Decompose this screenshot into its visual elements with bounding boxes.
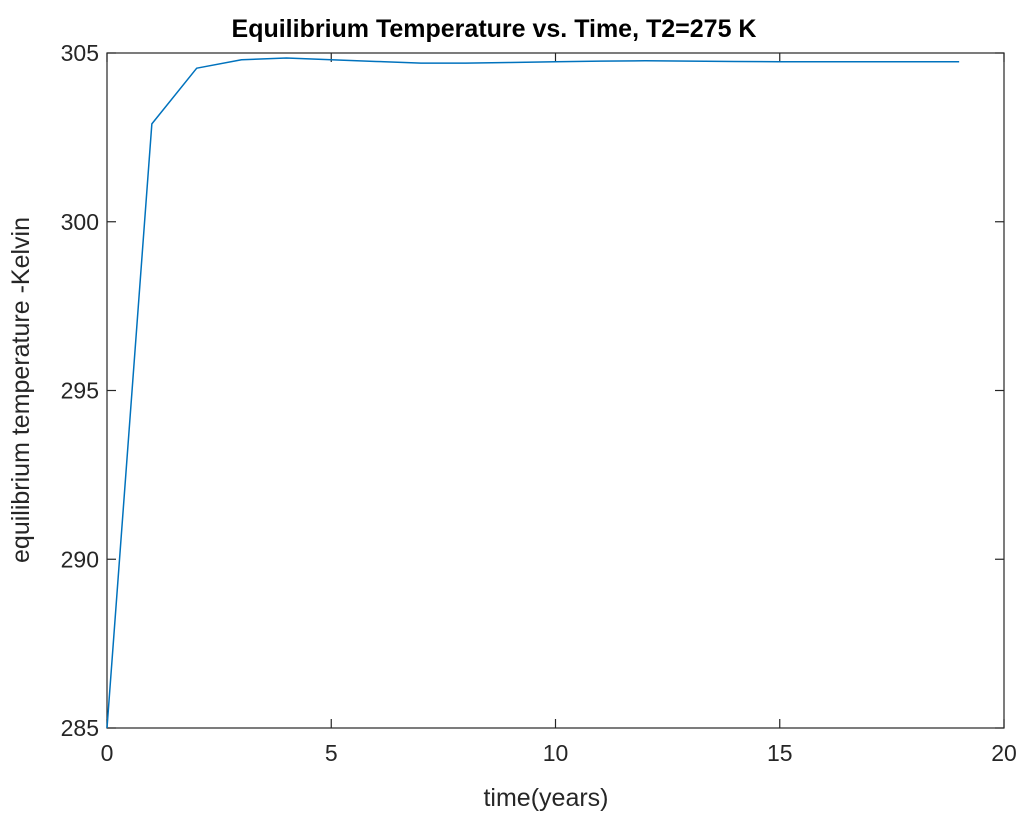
- x-tick-label: 15: [767, 740, 793, 766]
- y-axis: 285 290 295 300 305: [61, 40, 1004, 741]
- x-axis-label: time(years): [483, 784, 608, 812]
- x-tick-label: 10: [543, 740, 569, 766]
- chart-title: Equilibrium Temperature vs. Time, T2=275…: [232, 15, 757, 43]
- x-tick-label: 0: [101, 740, 114, 766]
- x-tick-label: 20: [991, 740, 1017, 766]
- y-tick-label: 290: [61, 546, 99, 572]
- series-group: [106, 57, 960, 729]
- x-axis: 0 5 10 15 20: [101, 53, 1017, 766]
- plot-area: [106, 52, 1005, 729]
- y-tick-label: 295: [61, 378, 99, 404]
- x-tick-label: 5: [325, 740, 338, 766]
- y-tick-label: 300: [61, 209, 99, 235]
- y-axis-label: equilibrium temperature -Kelvin: [7, 217, 35, 563]
- y-tick-label: 305: [61, 40, 99, 66]
- series-line-0: [106, 57, 960, 729]
- y-tick-label: 285: [61, 715, 99, 741]
